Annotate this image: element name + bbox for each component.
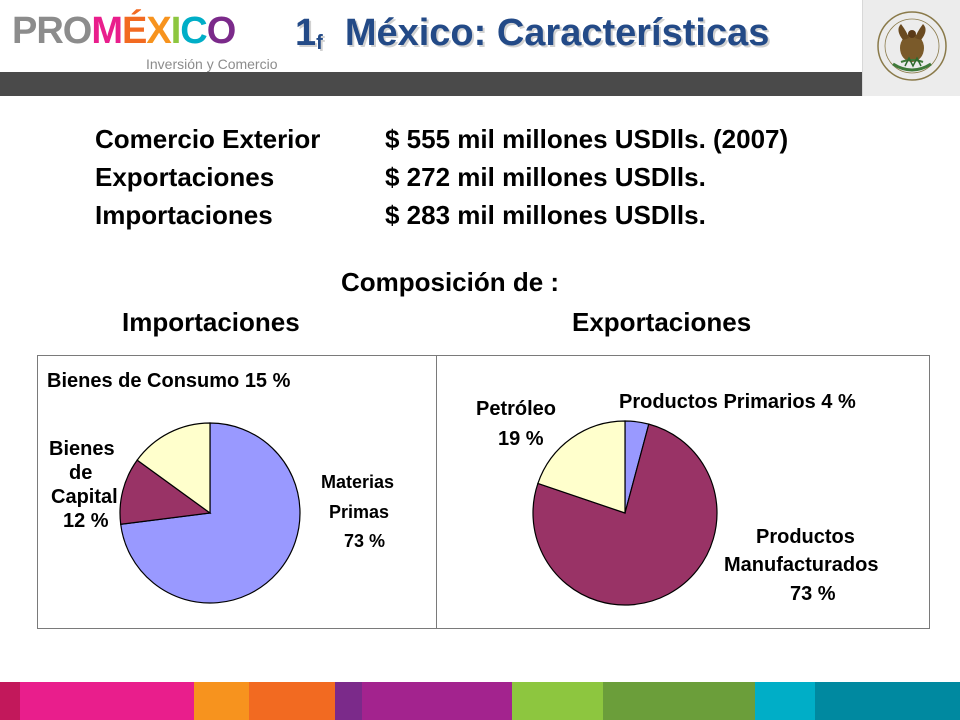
slide-title: 1f México: Características bbox=[295, 12, 769, 55]
label-materias-primas-line1: Materias bbox=[321, 472, 395, 492]
composition-title: Composición de : bbox=[340, 267, 560, 297]
label-bienes-de-capital-line3: Capital bbox=[51, 486, 118, 508]
slide-number-suffix: f bbox=[316, 32, 323, 54]
stat-label: Comercio Exterior bbox=[95, 124, 321, 154]
label-productos-manufacturados-line2: Manufacturados bbox=[724, 554, 879, 576]
stat-value: $ 272 mil millones USDlls. bbox=[385, 162, 706, 192]
stat-row-comercio-exterior: Comercio Exterior $ 555 mil millones USDl… bbox=[95, 124, 788, 155]
footer-segment bbox=[603, 682, 755, 720]
footer-color-bar bbox=[0, 682, 960, 720]
footer-segment bbox=[0, 682, 20, 720]
footer-segment bbox=[20, 682, 194, 720]
seal-box bbox=[862, 0, 960, 96]
pie-slice-petr-leo bbox=[537, 420, 626, 514]
logo-letter: M bbox=[91, 10, 123, 52]
pie-chart-importaciones bbox=[119, 422, 301, 604]
logo-letter: C bbox=[180, 10, 207, 52]
footer-segment bbox=[362, 682, 512, 720]
chart-panel: Bienes de Consumo 15 % Bienes de Capital… bbox=[37, 355, 930, 629]
stat-row-importaciones: Importaciones $ 283 mil millones USDlls. bbox=[95, 200, 706, 231]
chart-divider bbox=[436, 356, 437, 628]
stat-value: $ 283 mil millones USDlls. bbox=[385, 200, 706, 230]
stat-label: Importaciones bbox=[95, 200, 273, 230]
promexico-logo: PROMÉXICO Inversión y Comercio bbox=[12, 10, 278, 74]
header-bar bbox=[0, 72, 862, 96]
label-petroleo-value: 19 % bbox=[498, 428, 544, 450]
logo-mexico-word: MÉXICO bbox=[91, 10, 237, 52]
label-materias-primas-value: 73 % bbox=[344, 531, 386, 551]
footer-segment bbox=[194, 682, 249, 720]
label-productos-manufacturados-value: 73 % bbox=[790, 583, 836, 605]
label-bienes-de-capital-value: 12 % bbox=[63, 510, 109, 532]
label-petroleo-line1: Petróleo bbox=[476, 398, 557, 420]
slide-number: 1 bbox=[295, 12, 317, 54]
stat-row-exportaciones: Exportaciones $ 272 mil millones USDlls. bbox=[95, 162, 706, 193]
logo-tagline: Inversión y Comercio bbox=[146, 56, 278, 72]
label-bienes-de-capital-line2: de bbox=[69, 462, 93, 484]
pie-slice-bienes-de-consumo bbox=[136, 422, 211, 515]
footer-segment bbox=[335, 682, 362, 720]
label-bienes-de-consumo: Bienes de Consumo 15 % bbox=[47, 370, 291, 392]
pie-slice-productos-manufacturados bbox=[532, 423, 718, 606]
footer-segment bbox=[512, 682, 603, 720]
logo-letter: I bbox=[170, 10, 182, 52]
stat-label: Exportaciones bbox=[95, 162, 275, 192]
stat-value: $ 555 mil millones USDlls. (2007) bbox=[385, 124, 789, 154]
label-productos-primarios: Productos Primarios 4 % bbox=[619, 391, 856, 413]
chart-title-importaciones: Importaciones bbox=[122, 307, 300, 337]
mexican-coat-of-arms-icon bbox=[877, 11, 947, 81]
label-productos-manufacturados-line1: Productos bbox=[756, 526, 855, 548]
logo-letter: O bbox=[206, 10, 237, 52]
footer-segment bbox=[249, 682, 335, 720]
logo-letter: X bbox=[146, 10, 171, 52]
slide-header: PROMÉXICO Inversión y Comercio 1f México:… bbox=[0, 0, 960, 96]
slide-title-text: México: Características bbox=[344, 12, 770, 54]
pie-slice-bienes-de-capital bbox=[119, 459, 212, 525]
logo-wordmark: PROMÉXICO bbox=[12, 10, 237, 52]
logo-letter: É bbox=[122, 10, 147, 52]
chart-title-exportaciones: Exportaciones bbox=[572, 307, 752, 337]
label-bienes-de-capital-line1: Bienes bbox=[49, 438, 115, 460]
footer-segment bbox=[755, 682, 815, 720]
label-materias-primas-line2: Primas bbox=[329, 502, 390, 522]
footer-segment bbox=[815, 682, 960, 720]
pie-chart-exportaciones bbox=[532, 420, 718, 606]
